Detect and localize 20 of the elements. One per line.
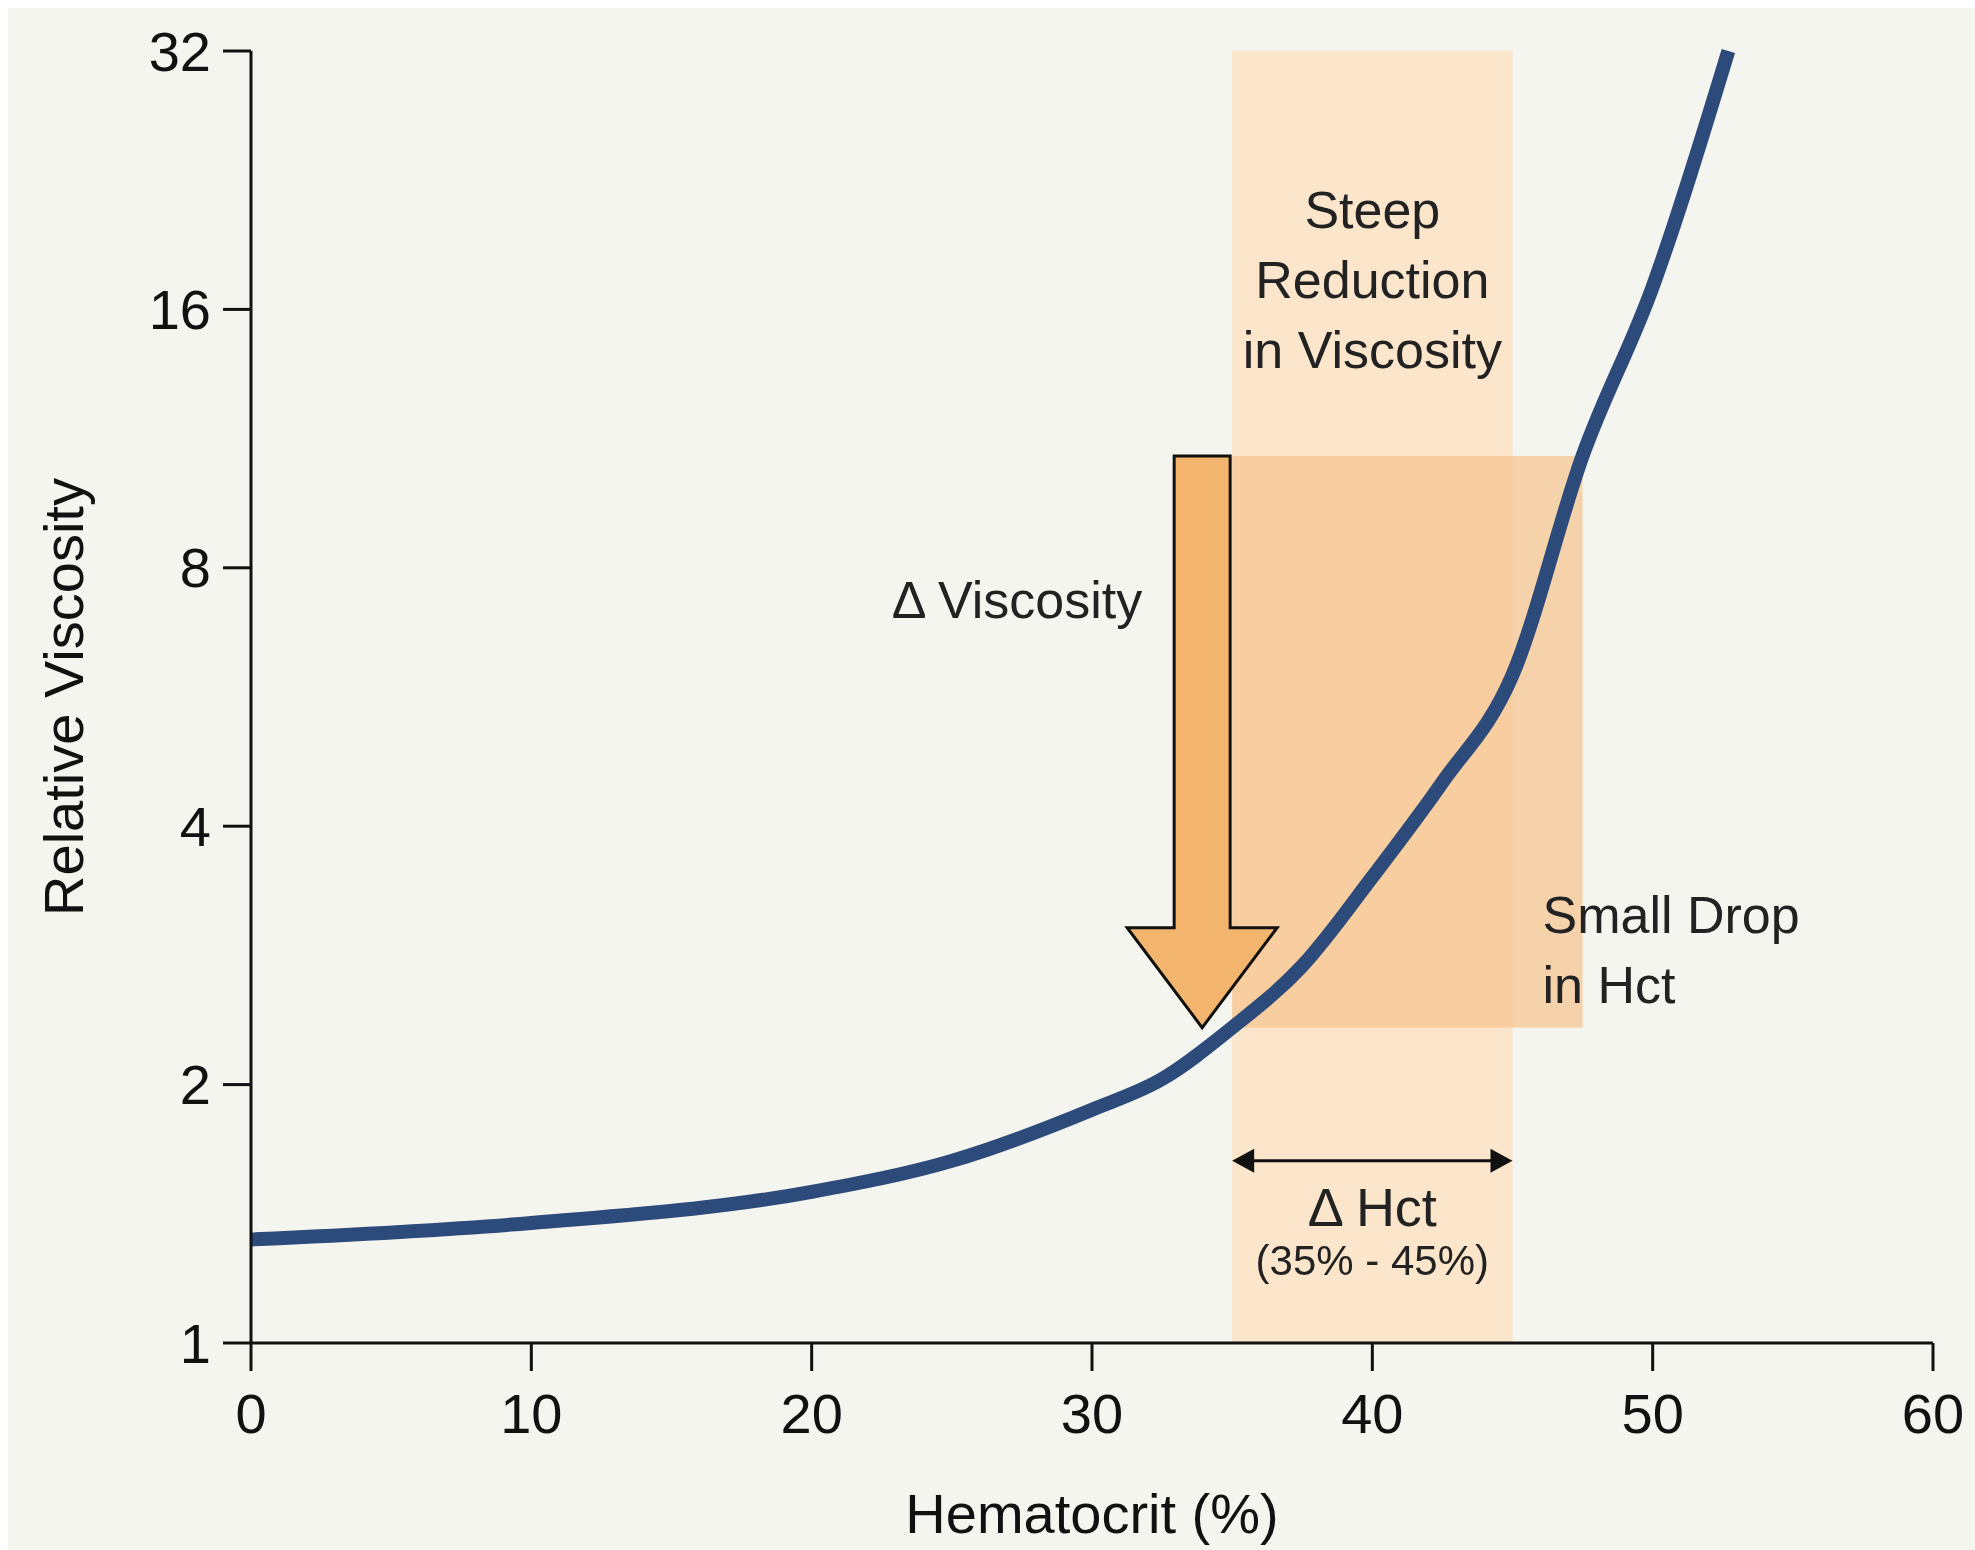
x-tick-label: 50 [1621, 1382, 1684, 1445]
annotation: (35% - 45%) [1255, 1237, 1490, 1285]
y-tick-label: 4 [179, 794, 211, 858]
y-tick-label: 2 [179, 1053, 211, 1117]
y-tick-label: 1 [179, 1311, 211, 1375]
x-axis-title: Hematocrit (%) [905, 1482, 1279, 1545]
x-tick-label: 0 [235, 1382, 267, 1445]
annotation: Δ Hct [1307, 1176, 1437, 1237]
x-tick-label: 20 [780, 1382, 843, 1445]
annotation: Δ Viscosity [891, 570, 1143, 629]
annotation: Small Drop in Hct [1542, 886, 1800, 1015]
y-tick-label: 16 [148, 278, 211, 341]
y-tick-label: 8 [179, 536, 211, 600]
y-tick-label: 32 [148, 19, 211, 83]
x-tick-label: 30 [1060, 1382, 1124, 1445]
annotation: Steep Reduction in Viscosity [1242, 181, 1502, 379]
x-tick-label: 40 [1341, 1382, 1404, 1445]
x-tick-label: 60 [1901, 1382, 1965, 1445]
y-axis-title: Relative Viscosity [32, 478, 95, 916]
x-tick-label: 10 [500, 1382, 563, 1445]
